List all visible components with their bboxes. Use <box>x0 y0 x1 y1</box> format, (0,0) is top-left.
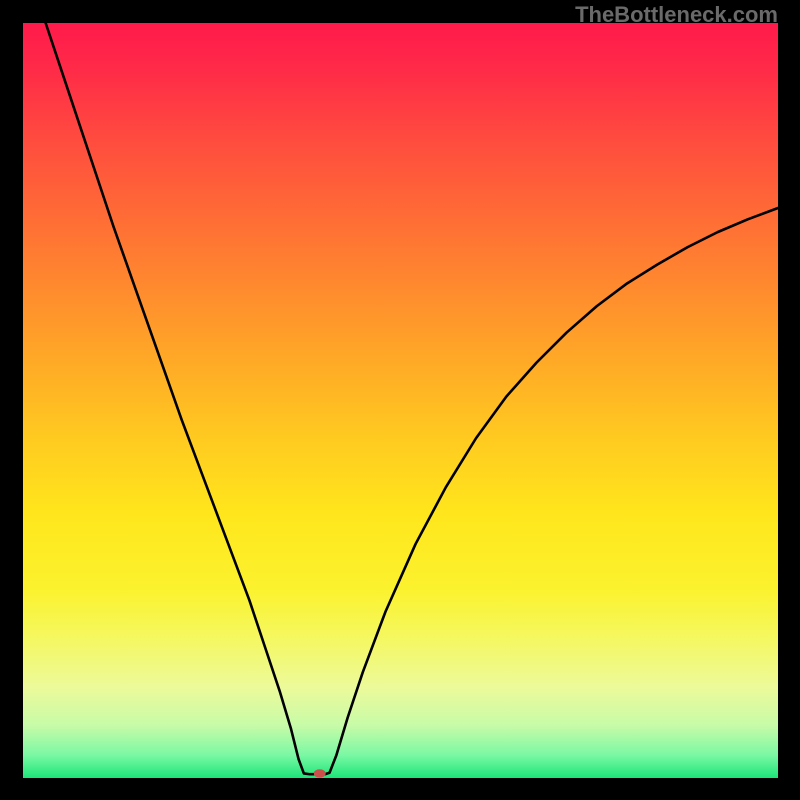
bottleneck-curve-svg <box>23 23 778 778</box>
chart-plot-area <box>23 23 778 778</box>
optimal-point-marker <box>314 769 326 777</box>
watermark-text: TheBottleneck.com <box>575 2 778 28</box>
gradient-bg-rect <box>23 23 778 778</box>
